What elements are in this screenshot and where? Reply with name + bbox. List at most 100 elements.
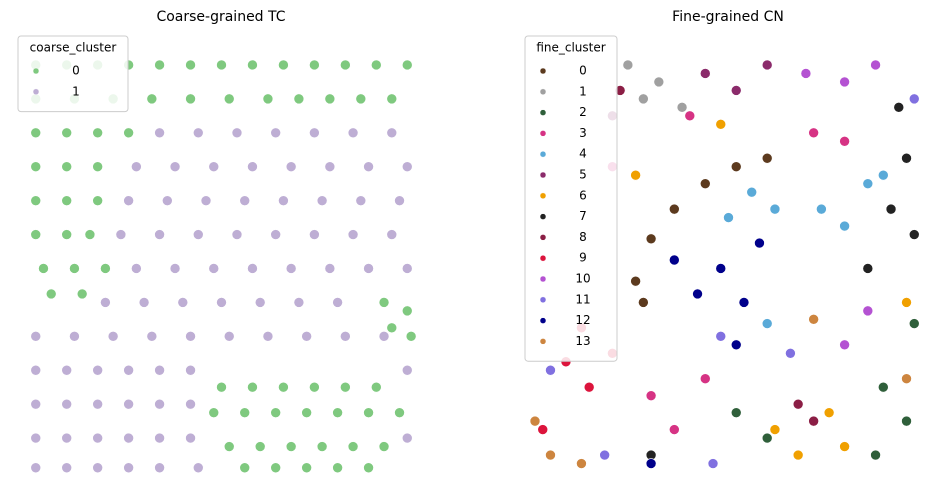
point [162, 195, 173, 206]
point [862, 263, 874, 274]
point [401, 364, 413, 376]
point [200, 195, 212, 206]
point [285, 161, 297, 173]
point [278, 59, 289, 71]
point [908, 318, 920, 329]
point [61, 432, 72, 444]
point [61, 161, 72, 173]
point [278, 195, 289, 206]
point [370, 381, 382, 393]
point [908, 93, 920, 105]
legend-label: 1 [72, 84, 80, 98]
point [231, 127, 243, 139]
point [792, 449, 804, 461]
point [355, 93, 367, 105]
point [754, 237, 765, 249]
point [645, 233, 657, 245]
point [309, 381, 320, 393]
legend-marker [539, 171, 547, 179]
point [154, 398, 165, 410]
point [870, 449, 881, 461]
legend-title: fine_cluster [536, 41, 605, 55]
legend-marker [539, 150, 547, 158]
point [761, 59, 773, 71]
point [270, 127, 281, 139]
legend-marker [539, 130, 547, 137]
legend-marker [539, 338, 547, 345]
point [723, 212, 734, 223]
point [123, 195, 134, 206]
point [324, 161, 336, 173]
legend-marker [539, 109, 547, 116]
legend-label: 3 [579, 126, 587, 140]
point [146, 93, 158, 105]
point [192, 229, 204, 240]
point [405, 331, 417, 342]
point [401, 432, 413, 444]
point [309, 127, 320, 139]
point [92, 127, 103, 139]
legend-box [17, 35, 129, 113]
point [123, 127, 134, 139]
point [223, 441, 235, 452]
legend-label: 7 [579, 209, 587, 223]
point [154, 127, 165, 139]
point [216, 381, 227, 393]
point [131, 161, 142, 173]
point [808, 415, 819, 427]
legend-marker [539, 88, 547, 96]
point [684, 110, 696, 122]
point [715, 263, 727, 274]
point [30, 462, 42, 474]
point [630, 169, 641, 181]
point [839, 135, 850, 147]
point [761, 152, 773, 164]
legend-marker [32, 67, 40, 75]
legend-marker [539, 213, 547, 220]
point [239, 195, 251, 206]
point [30, 127, 42, 139]
point [293, 93, 305, 105]
point [61, 229, 72, 240]
point [669, 203, 680, 215]
point [177, 297, 189, 308]
point [823, 407, 835, 418]
point [115, 229, 127, 240]
point [378, 441, 390, 452]
point [885, 203, 897, 215]
point [394, 407, 405, 418]
legend-label: 9 [579, 251, 587, 265]
point [692, 288, 703, 300]
point [707, 458, 719, 469]
point [185, 432, 196, 444]
point [332, 297, 343, 308]
point [715, 119, 727, 130]
point [247, 59, 258, 71]
point [816, 203, 827, 215]
legend-marker [539, 254, 547, 262]
point [223, 93, 235, 105]
legend-label: 13 [575, 334, 590, 348]
point [254, 441, 266, 452]
point [61, 127, 72, 139]
point [123, 462, 134, 474]
point [247, 161, 258, 173]
point [622, 59, 634, 71]
point [347, 229, 359, 240]
legend-label: 10 [575, 272, 590, 286]
point [154, 462, 165, 474]
point [901, 373, 912, 385]
point [401, 263, 413, 274]
point [154, 432, 165, 444]
point [309, 59, 320, 71]
point [92, 161, 103, 173]
point [862, 178, 874, 189]
point [669, 254, 680, 266]
point [901, 415, 912, 427]
legend-marker [539, 296, 547, 304]
legend-label: 1 [579, 84, 587, 98]
point [378, 331, 390, 342]
legend-label: 5 [579, 168, 587, 182]
chart-title: Fine-grained CN [672, 9, 784, 25]
